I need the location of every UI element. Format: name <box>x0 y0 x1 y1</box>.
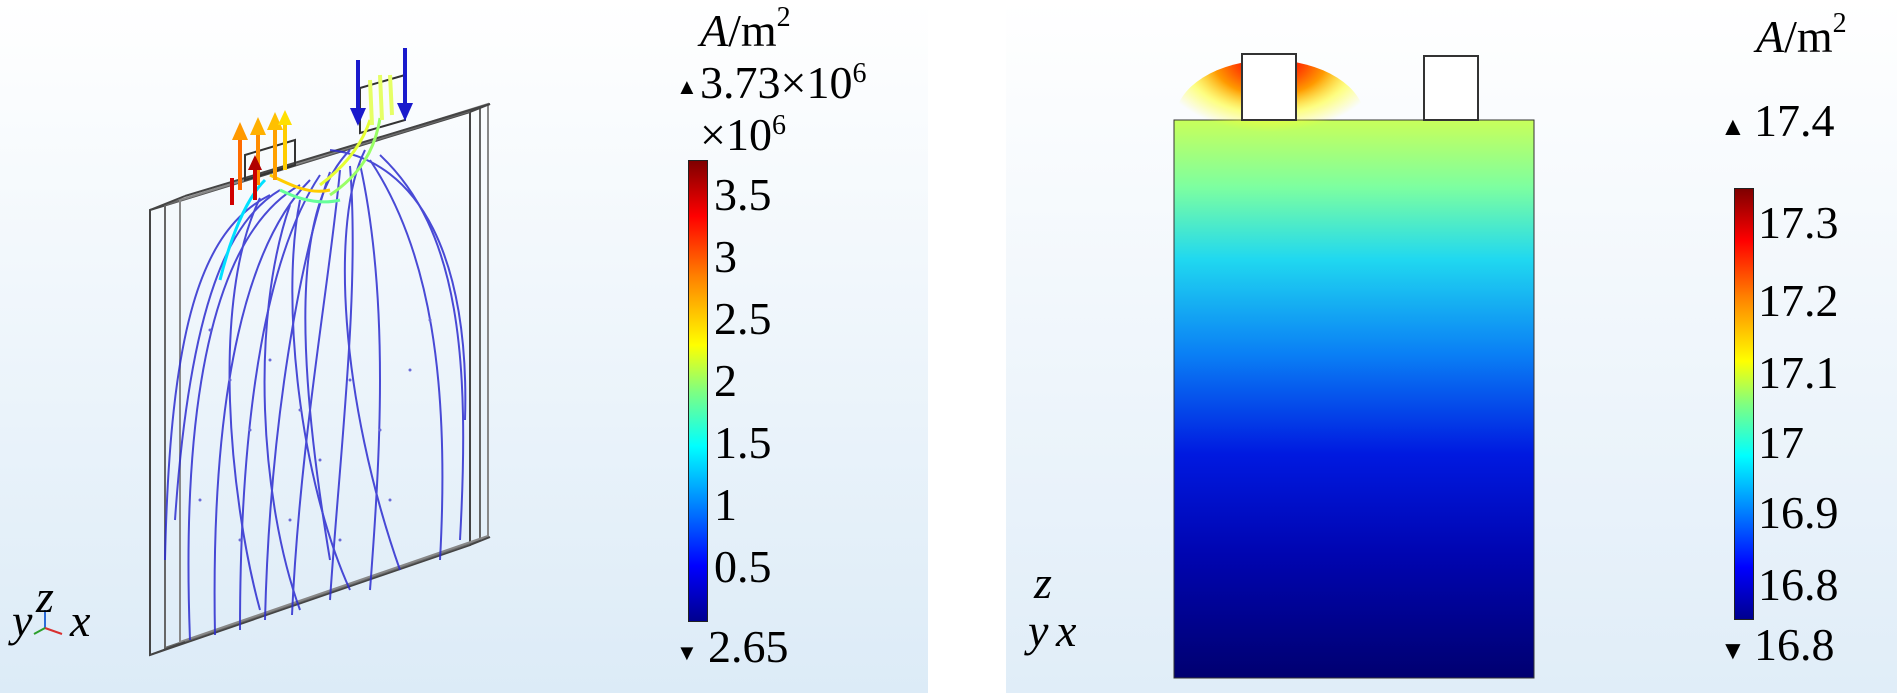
colorbar-tick: 2 <box>714 355 737 406</box>
max-marker-icon: ▲ <box>676 74 698 99</box>
colorbar <box>1734 188 1754 620</box>
axis-z-label: z <box>36 571 54 622</box>
max-marker-icon: ▲ <box>1720 112 1746 141</box>
vector-dots <box>198 318 432 542</box>
right-plot-panel: z y x A/m2 ▲ 17.4 17.3 17.2 17.1 17 16.9… <box>1006 0 1897 693</box>
colorbar-tick: 0.5 <box>714 541 772 592</box>
incoming-arrows <box>350 48 413 126</box>
current-streamlines <box>164 149 467 641</box>
hot-streamlines <box>218 117 382 281</box>
battery-3d-view <box>33 48 491 657</box>
colorbar-tick: 17 <box>1758 417 1804 468</box>
colorbar-tick: 16.9 <box>1758 487 1839 538</box>
axis-y-label: y <box>1028 605 1049 656</box>
max-value: 17.4 <box>1754 95 1835 146</box>
negative-tab <box>1423 55 1479 121</box>
unit-label: A/m2 <box>1756 8 1847 62</box>
axis-triad <box>33 610 63 635</box>
colorbar-tick: 3 <box>714 231 737 282</box>
min-marker-icon: ▼ <box>1720 636 1746 665</box>
min-value: 2.65 <box>708 621 789 672</box>
axis-x-label: x <box>70 595 91 646</box>
axis-y-label: y <box>12 595 33 646</box>
positive-tab <box>244 138 296 182</box>
left-plot-panel: y z x A/m2 ▲ 3.73×106 ×106 3.5 3 2.5 2 1… <box>0 0 928 693</box>
min-marker-icon: ▼ <box>676 640 698 665</box>
colorbar-tick: 17.1 <box>1758 347 1839 398</box>
battery-2d-view <box>1173 53 1535 679</box>
colorbar-tick: 3.5 <box>714 169 772 220</box>
colorbar-tick: 17.2 <box>1758 275 1839 326</box>
colorbar-tick: 1 <box>714 479 737 530</box>
axis-z-label: z <box>1034 557 1052 608</box>
min-value: 16.8 <box>1754 619 1835 670</box>
colorbar <box>688 160 708 622</box>
colorbar-tick: 16.8 <box>1758 559 1839 610</box>
colorbar-tick: 17.3 <box>1758 197 1839 248</box>
colorbar-tick: 1.5 <box>714 417 772 468</box>
battery-inner-face-2 <box>179 102 489 644</box>
positive-tab <box>1241 53 1297 121</box>
battery-surface <box>1173 119 1535 679</box>
unit-label: A/m2 <box>700 2 791 56</box>
axis-x-label: x <box>1056 605 1077 656</box>
scale-factor: ×106 <box>700 109 786 160</box>
outgoing-arrows <box>230 110 292 205</box>
max-value: 3.73×106 <box>700 57 867 108</box>
colorbar-tick: 2.5 <box>714 293 772 344</box>
